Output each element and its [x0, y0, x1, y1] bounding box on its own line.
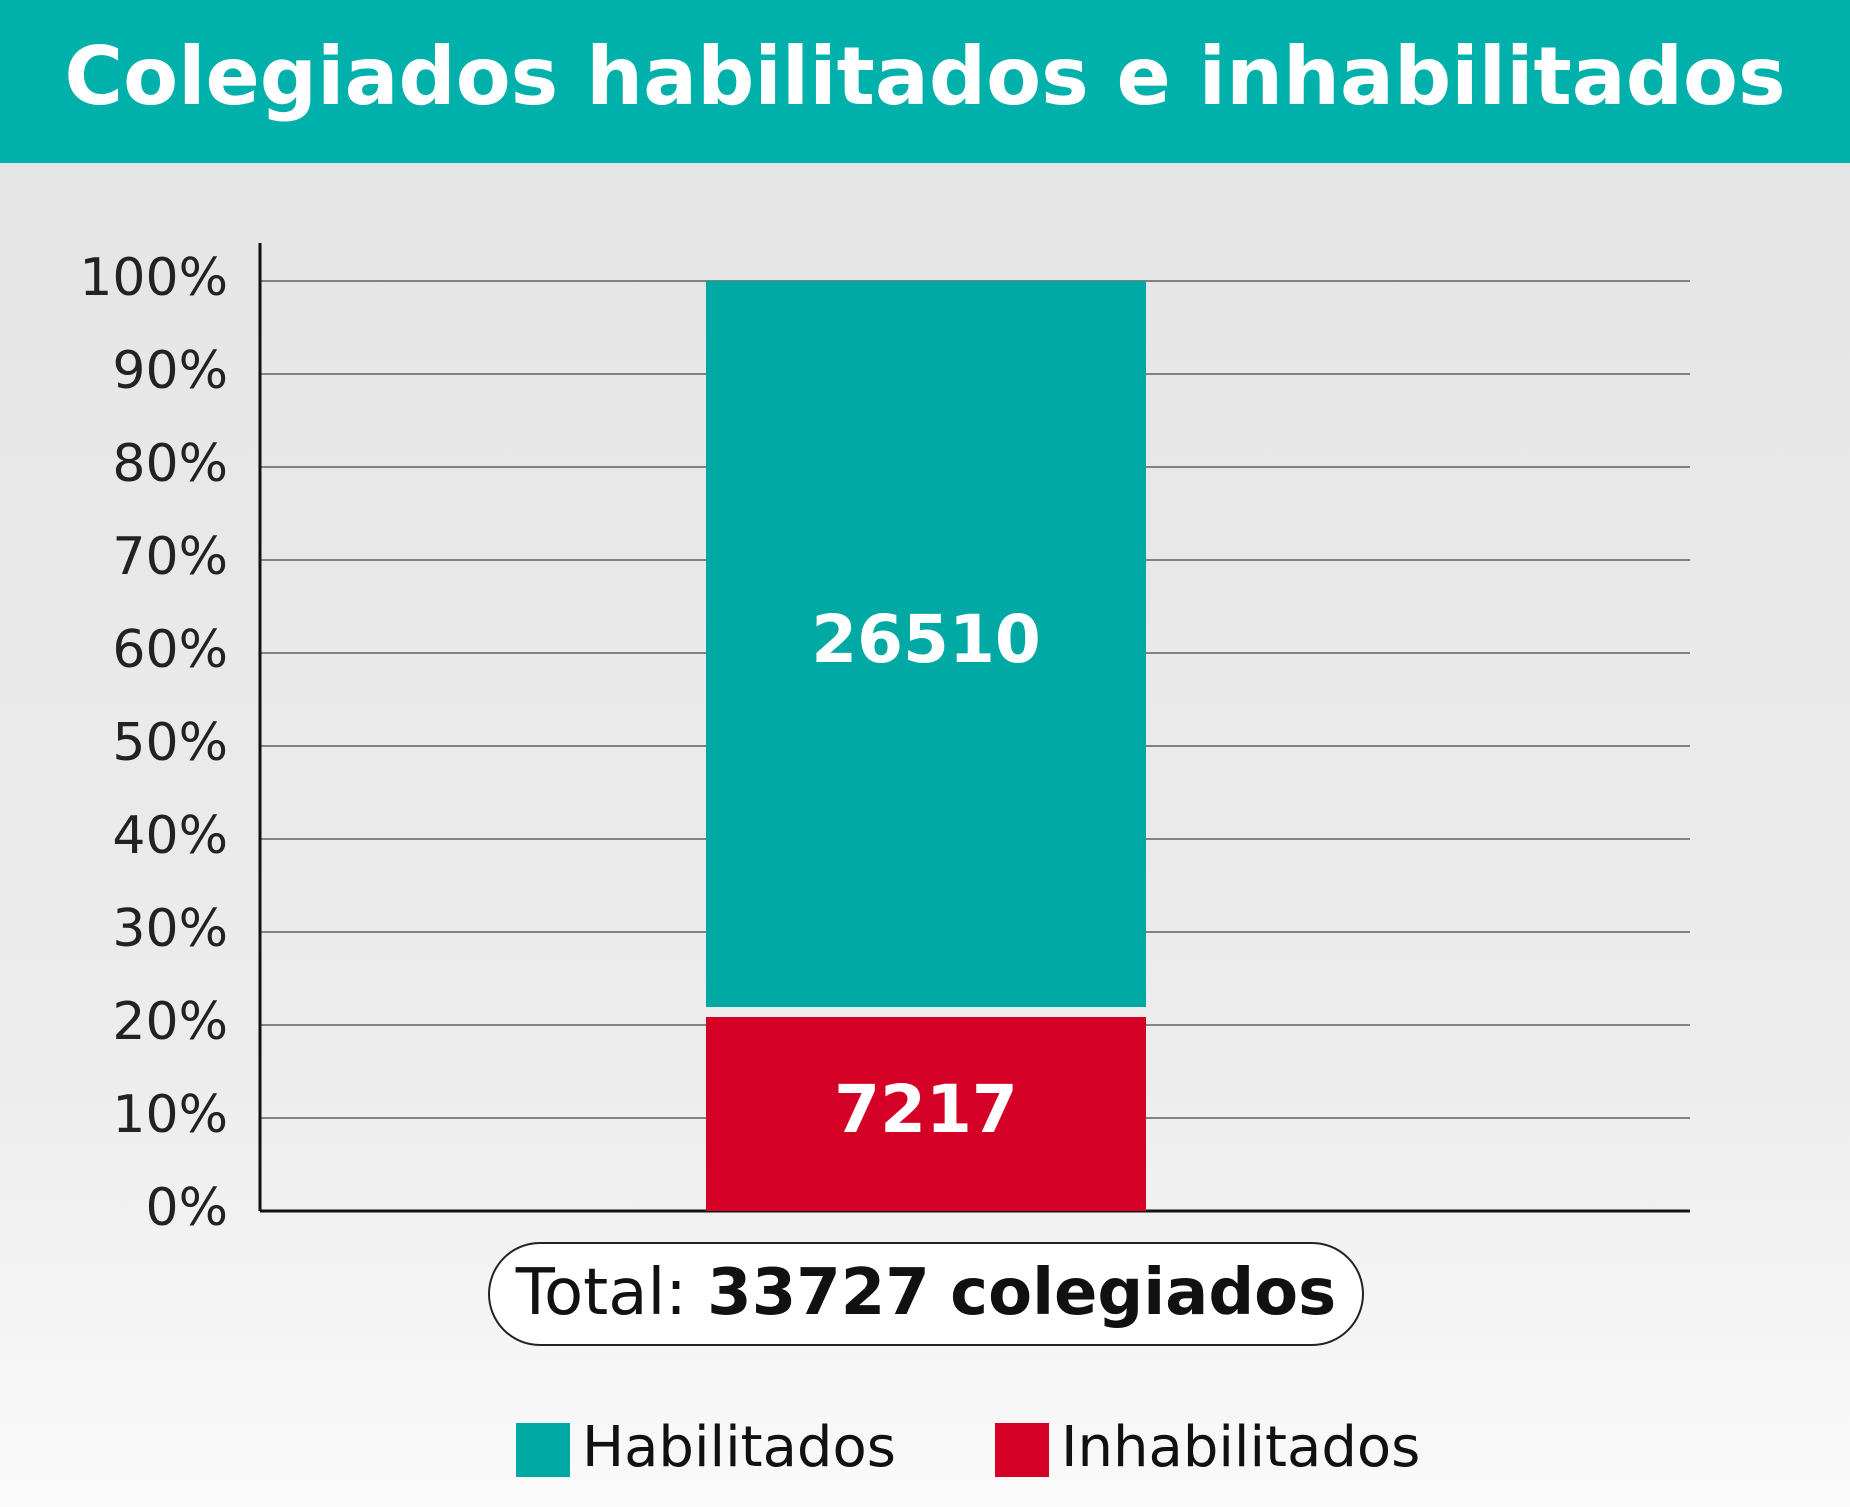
y-tick-label: 20%: [112, 992, 228, 1052]
legend-label: Inhabilitados: [1061, 1415, 1420, 1480]
total-text: Total: 33727 colegiados: [515, 1256, 1336, 1330]
header: [0, 0, 1850, 163]
y-tick-label: 100%: [79, 248, 228, 308]
bar-segment: [706, 281, 1146, 1007]
total-prefix: Total:: [515, 1256, 687, 1330]
y-tick-label: 70%: [112, 527, 228, 587]
y-tick-label: 60%: [112, 620, 228, 680]
chart-title: Colegiados habilitados e inhabilitados: [64, 30, 1785, 123]
y-tick-label: 10%: [112, 1085, 228, 1145]
y-tick-label: 40%: [112, 806, 228, 866]
legend-label: Habilitados: [582, 1415, 896, 1480]
legend-swatch: [516, 1423, 570, 1477]
total-suffix: colegiados: [950, 1256, 1336, 1330]
legend-swatch: [995, 1423, 1049, 1477]
y-tick-label: 80%: [112, 434, 228, 494]
y-tick-label: 50%: [112, 713, 228, 773]
total-value: 33727: [707, 1256, 930, 1330]
y-tick-label: 0%: [146, 1178, 229, 1238]
y-tick-label: 30%: [112, 899, 228, 959]
data-label: 26510: [811, 601, 1041, 678]
total-pill: [488, 1242, 1364, 1346]
bar-segment: [706, 1016, 1146, 1211]
y-tick-label: 90%: [112, 341, 228, 401]
data-label: 7217: [834, 1071, 1018, 1148]
